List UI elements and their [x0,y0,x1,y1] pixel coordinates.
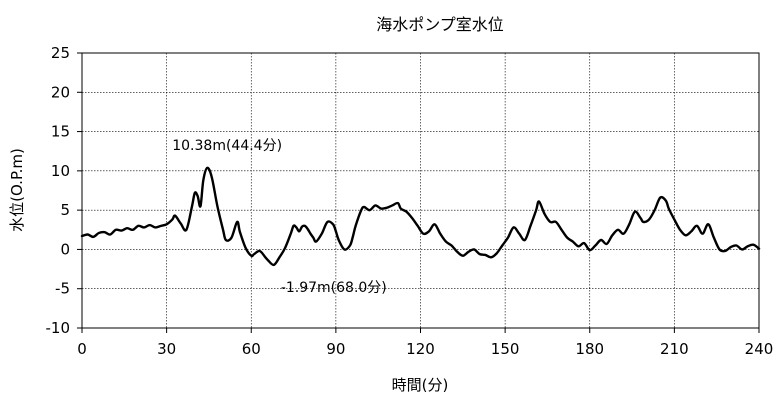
grid [82,53,759,328]
x-tick-label: 90 [326,340,345,358]
annotation-layer: 10.38m(44.4分) -1.97m(68.0分) [172,138,387,296]
x-axis: 0 30 60 90 120 150 180 210 240 [77,328,773,358]
y-axis: -10 -5 0 5 10 15 20 25 [46,44,82,337]
min-annotation: -1.97m(68.0分) [281,280,387,296]
x-tick-label: 210 [660,340,689,358]
series-line [80,166,761,267]
x-axis-label: 時間(分) [392,376,449,394]
y-tick-label: 10 [51,162,70,180]
y-tick-label: 15 [51,123,70,141]
max-annotation: 10.38m(44.4分) [172,138,282,154]
x-tick-label: 240 [745,340,774,358]
chart-title: 海水ポンプ室水位 [376,15,504,34]
x-tick-label: 30 [157,340,176,358]
x-tick-label: 60 [242,340,261,358]
plot-frame [81,52,760,329]
y-tick-label: 25 [51,44,70,62]
y-tick-label: 5 [60,201,70,219]
x-tick-label: 180 [575,340,604,358]
y-tick-label: -10 [46,319,71,337]
y-tick-label: 0 [60,240,70,258]
y-axis-label: 水位(O.P.m) [8,148,26,232]
x-tick-label: 150 [491,340,520,358]
x-tick-label: 120 [406,340,435,358]
y-tick-label: 20 [51,83,70,101]
x-tick-label: 0 [77,340,87,358]
y-tick-label: -5 [55,280,70,298]
series-layer [80,166,761,267]
